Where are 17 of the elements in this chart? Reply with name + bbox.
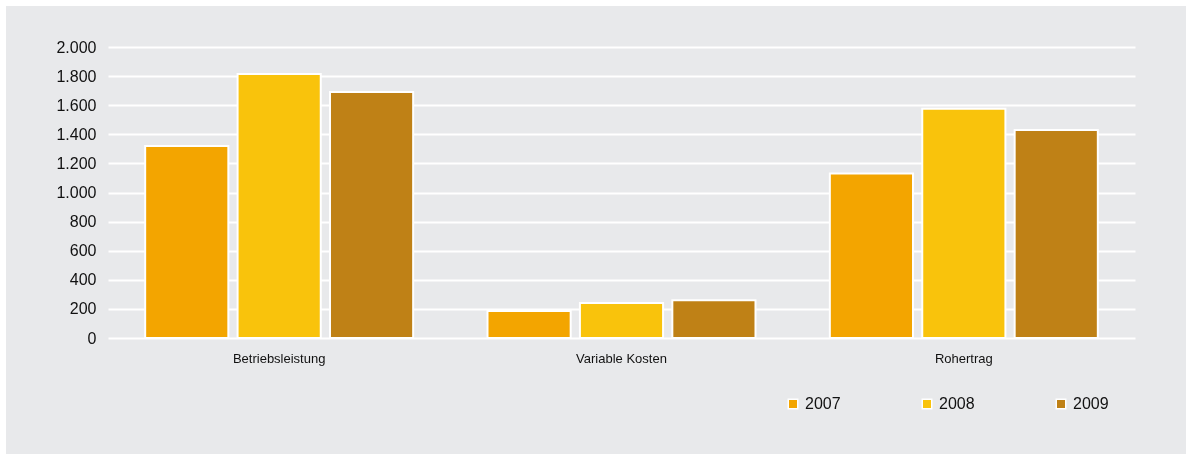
legend-label: 2007: [805, 395, 841, 412]
legend-label: 2009: [1073, 395, 1109, 412]
y-tick-label: 200: [69, 300, 97, 318]
legend-label: 2008: [939, 395, 975, 412]
y-tick-label: 2.000: [56, 38, 97, 56]
y-tick-label: 600: [69, 242, 97, 260]
y-tick-label: 1.200: [56, 154, 97, 172]
y-tick-label: 800: [69, 213, 97, 231]
y-tick-label: 1.800: [56, 67, 97, 85]
x-tick-label: Betriebsleistung: [232, 350, 326, 366]
y-tick-label: 0: [87, 329, 97, 347]
x-tick-label: Variable Kosten: [576, 350, 667, 366]
y-tick-label: 1.000: [56, 184, 97, 201]
y-tick-label: 1.400: [56, 125, 97, 143]
x-tick-label: Rohertrag: [934, 350, 993, 366]
y-tick-label: 400: [69, 271, 97, 289]
y-tick-label: 1.600: [56, 96, 97, 114]
